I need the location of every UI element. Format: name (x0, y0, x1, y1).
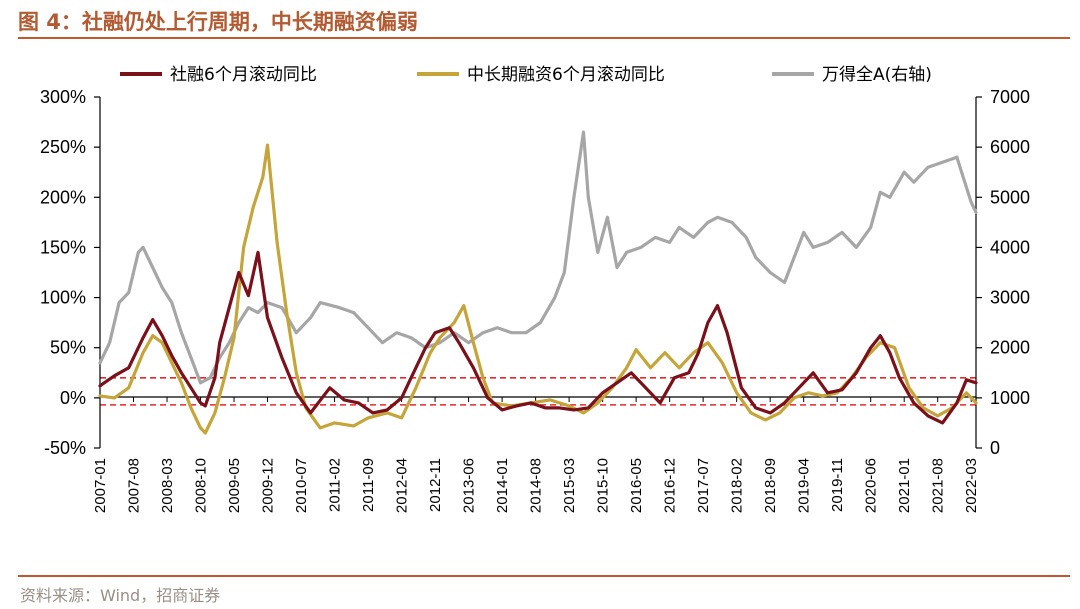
y-left-tick-label: 150% (40, 237, 86, 257)
x-tick-label: 2017-07 (695, 458, 712, 513)
x-ticks: 2007-01 2007-08 2008-03 2008-10 2009-05 2009-… (92, 397, 980, 513)
y-right-tick-label: 4000 (990, 237, 1030, 257)
x-tick-label: 2007-01 (92, 458, 109, 513)
x-tick-label: 2019-04 (796, 458, 813, 513)
y-right-tick-label: 6000 (990, 137, 1030, 157)
x-tick-label: 2009-12 (260, 458, 277, 513)
x-tick-label: 2021-01 (896, 458, 913, 513)
y-left-tick-label: 300% (40, 87, 86, 107)
y-left-tick-label: 50% (50, 338, 86, 358)
x-tick-label: 2014-01 (494, 458, 511, 513)
x-tick-label: 2022-03 (963, 458, 980, 513)
x-tick-label: 2021-08 (930, 458, 947, 513)
footer-rule (18, 575, 1070, 577)
x-tick-label: 2020-06 (863, 458, 880, 513)
source-note: 资料来源：Wind，招商证券 (20, 586, 221, 605)
y-left-tick-label: 0% (60, 388, 86, 408)
legend: 社融6个月滚动同比 中长期融资6个月滚动同比 万得全A(右轴) (120, 65, 932, 85)
axes (99, 97, 977, 448)
y-left-tick-label: -50% (44, 438, 86, 458)
x-tick-label: 2016-05 (628, 458, 645, 513)
series-layer (98, 130, 978, 435)
legend-social-financing-label: 社融6个月滚动同比 (170, 65, 317, 85)
x-tick-label: 2008-10 (193, 458, 210, 513)
x-tick-label: 2016-12 (662, 458, 679, 513)
y-right-tick-label: 7000 (990, 87, 1030, 107)
y-left-tick-label: 100% (40, 288, 86, 308)
y-right-tick-label: 0 (990, 438, 1000, 458)
reference-lines (100, 376, 976, 406)
x-tick-label: 2012-04 (394, 458, 411, 513)
legend-medium-long-term-label: 中长期融资6个月滚动同比 (467, 65, 665, 85)
y-right-tick-label: 5000 (990, 187, 1030, 207)
y-left-tick-label: 200% (40, 187, 86, 207)
x-tick-label: 2009-05 (226, 458, 243, 513)
x-tick-label: 2011-09 (360, 458, 377, 512)
title-rule (18, 37, 1070, 39)
x-tick-label: 2007-08 (126, 458, 143, 513)
x-tick-label: 2019-11 (829, 458, 846, 512)
x-tick-label: 2013-06 (461, 458, 478, 513)
y-right-tick-label: 1000 (990, 388, 1030, 408)
x-tick-label: 2011-02 (327, 458, 344, 512)
y-right-tick-label: 2000 (990, 338, 1030, 358)
x-tick-label: 2015-10 (595, 458, 612, 513)
x-tick-label: 2018-09 (762, 458, 779, 513)
x-tick-label: 2015-03 (561, 458, 578, 513)
x-tick-label: 2010-07 (293, 458, 310, 513)
x-tick-label: 2008-03 (159, 458, 176, 513)
y-right-tick-label: 3000 (990, 288, 1030, 308)
x-tick-label: 2014-08 (528, 458, 545, 513)
social-financing-line (98, 250, 978, 425)
medium-long-term-line (98, 143, 978, 435)
figure-title: 图 4：社融仍处上行周期，中长期融资偏弱 (18, 10, 418, 34)
y-left-ticks: 300% 250% 200% 150% 100% 50% 0% -50% (40, 87, 100, 458)
y-right-ticks: 7000 6000 5000 4000 3000 2000 1000 0 (976, 87, 1030, 458)
x-tick-label: 2018-02 (729, 458, 746, 513)
x-tick-label: 2012-11 (427, 458, 444, 512)
y-left-tick-label: 250% (40, 137, 86, 157)
legend-wind-all-a-label: 万得全A(右轴) (822, 65, 932, 85)
